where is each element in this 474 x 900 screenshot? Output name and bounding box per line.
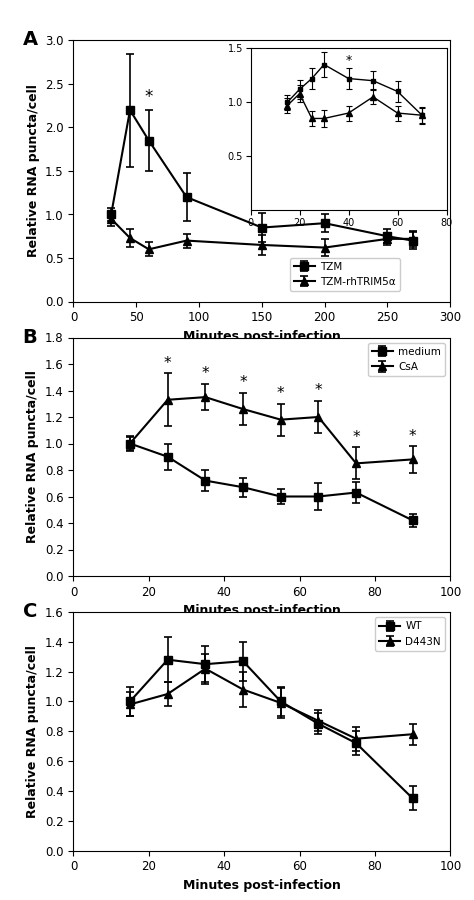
Text: *: * bbox=[145, 88, 153, 106]
Text: A: A bbox=[23, 30, 38, 50]
Text: *: * bbox=[352, 430, 360, 445]
Text: *: * bbox=[201, 366, 209, 382]
Legend: WT, D443N: WT, D443N bbox=[375, 617, 445, 651]
Legend: TZM, TZM-rhTRIM5α: TZM, TZM-rhTRIM5α bbox=[290, 257, 400, 291]
Text: *: * bbox=[164, 356, 172, 371]
Text: *: * bbox=[277, 386, 284, 401]
Text: C: C bbox=[23, 602, 37, 622]
Text: *: * bbox=[346, 54, 352, 67]
Text: *: * bbox=[409, 428, 417, 444]
Y-axis label: Relative RNA puncta/cell: Relative RNA puncta/cell bbox=[27, 370, 39, 544]
X-axis label: Minutes post-infection: Minutes post-infection bbox=[183, 604, 341, 617]
Legend: medium, CsA: medium, CsA bbox=[368, 343, 445, 376]
Y-axis label: Relative RNA puncta/cell: Relative RNA puncta/cell bbox=[27, 644, 39, 818]
X-axis label: Minutes post-infection: Minutes post-infection bbox=[183, 878, 341, 892]
Text: *: * bbox=[315, 383, 322, 399]
Text: *: * bbox=[239, 375, 247, 391]
Text: B: B bbox=[23, 328, 37, 347]
X-axis label: Minutes post-infection: Minutes post-infection bbox=[183, 329, 341, 343]
Y-axis label: Relative RNA puncta/cell: Relative RNA puncta/cell bbox=[27, 85, 39, 257]
